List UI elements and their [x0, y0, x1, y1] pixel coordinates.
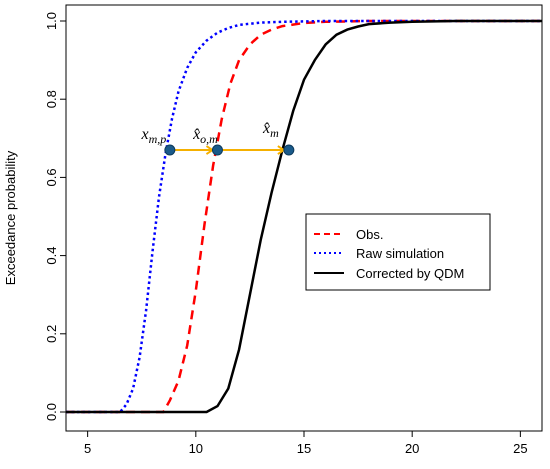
annotation-point-2: [283, 144, 295, 156]
x-tick-label-20: 20: [405, 441, 419, 456]
x-tick-label-10: 10: [189, 441, 203, 456]
annotation-label-xmp: xm,p: [140, 126, 166, 146]
annotation-label-xom: x̂o,m: [192, 126, 218, 146]
annotation-layer: xm,p x̂o,m x̂m: [140, 120, 295, 156]
annotation-point-1: [211, 144, 223, 156]
y-tick-label-2: 0.4: [44, 247, 59, 265]
legend-label-raw: Raw simulation: [356, 246, 444, 261]
legend-label-qdm: Corrected by QDM: [356, 266, 464, 281]
y-axis-title: Exceedance probability: [3, 150, 18, 285]
x-tick-label-5: 5: [84, 441, 91, 456]
annotation-label-xm: x̂m: [262, 120, 279, 140]
y-tick-label-0: 0.0: [44, 403, 59, 421]
legend-box: [305, 213, 491, 291]
y-tick-label-5: 1.0: [44, 12, 59, 30]
series-line-2: [66, 19, 542, 414]
axis-layer: 5 10 15 20 25 0.0 0.2 0.4 0.6 0.8 1.0: [44, 12, 528, 456]
y-tick-label-3: 0.6: [44, 168, 59, 186]
y-tick-label-1: 0.2: [44, 325, 59, 343]
legend: Obs. Raw simulation Corrected by QDM: [305, 213, 491, 291]
legend-label-obs: Obs.: [356, 227, 383, 242]
x-tick-label-25: 25: [513, 441, 527, 456]
y-tick-label-4: 0.8: [44, 90, 59, 108]
series-layer: [66, 19, 542, 414]
x-tick-label-15: 15: [297, 441, 311, 456]
annotation-point-0: [164, 144, 176, 156]
